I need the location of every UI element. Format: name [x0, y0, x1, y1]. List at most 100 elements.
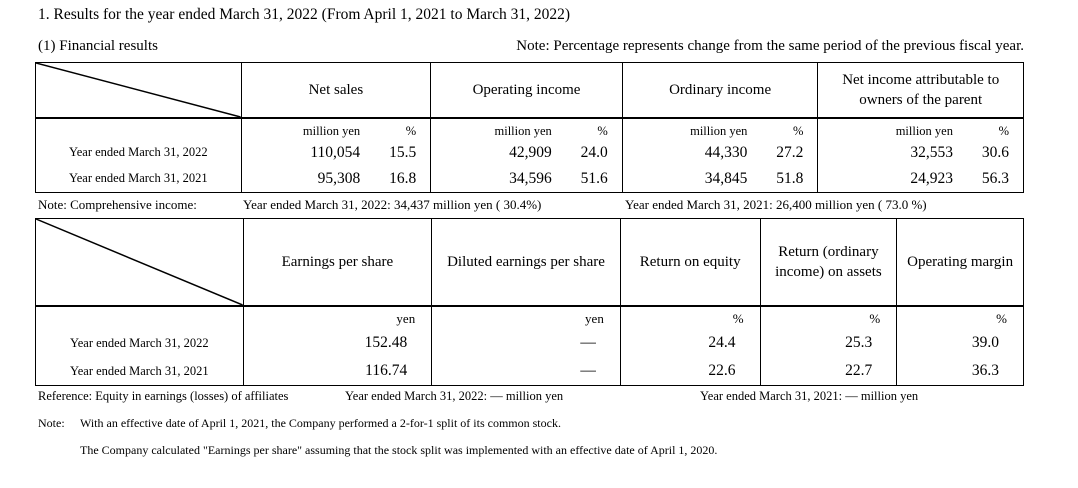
note-line1: With an effective date of April 1, 2021,…	[80, 416, 561, 430]
value-row-fy2021: 95,308 16.8	[242, 166, 431, 192]
table2-col-header-roe: Return on equity	[619, 219, 760, 305]
unit-row: %	[732, 311, 744, 326]
row-label-fy2022: Year ended March 31, 2022	[69, 335, 209, 350]
table1-col-header-net-income: Net income attributable to owners of the…	[817, 63, 1023, 117]
value-row-fy2022: 110,054 15.5	[242, 140, 431, 166]
spacer	[36, 119, 241, 139]
reference-fy2021: Year ended March 31, 2021: — million yen	[700, 389, 919, 403]
reference-label: Reference: Equity in earnings (losses) o…	[38, 389, 289, 403]
unit-row: %	[996, 311, 1008, 326]
unit-row: %	[869, 311, 881, 326]
section-header: (1) Financial results Note: Percentage r…	[35, 38, 1024, 55]
value-amount: 44,330	[704, 144, 748, 161]
comprehensive-income-label: Note: Comprehensive income:	[38, 197, 197, 212]
value-fy2022: 25.3	[845, 334, 873, 351]
diagonal-line	[36, 63, 241, 117]
table1-net-income-column: million yen % 32,553 30.6 24,923 56.3	[817, 119, 1023, 192]
table2-col-header-operating-margin: Operating margin	[896, 219, 1023, 305]
unit-row: yen	[585, 311, 604, 326]
value-percent: 24.0	[580, 144, 608, 161]
table1-diagonal-cell	[36, 63, 241, 117]
per-share-ratios-table: Earnings per share Diluted earnings per …	[35, 218, 1024, 386]
table2-body: Year ended March 31, 2022 Year ended Mar…	[36, 307, 1023, 385]
value-percent: 51.6	[580, 170, 608, 187]
section-note: Note: Percentage represents change from …	[516, 38, 1024, 54]
row-label-fy2021: Year ended March 31, 2021	[69, 363, 209, 378]
value-percent: 56.3	[981, 170, 1009, 187]
value-fy2022: 152.48	[364, 334, 408, 351]
value-percent: 16.8	[389, 170, 417, 187]
comprehensive-income-fy2021: Year ended March 31, 2021: 26,400 millio…	[625, 197, 927, 212]
table2-col-header-roa: Return (ordinary income) on assets	[759, 219, 897, 305]
value-amount: 34,845	[704, 170, 748, 187]
value-percent: 51.8	[776, 170, 804, 187]
value-fy2022: 24.4	[708, 334, 736, 351]
table1-body: Year ended March 31, 2022 Year ended Mar…	[36, 119, 1023, 192]
value-row-fy2021: 34,596 51.6	[431, 166, 622, 192]
value-amount: 34,596	[509, 170, 552, 187]
value-fy2022: 39.0	[971, 334, 1000, 351]
value-amount: 42,909	[509, 144, 552, 161]
table2-header-row: Earnings per share Diluted earnings per …	[36, 219, 1023, 307]
table1-operating-income-column: million yen % 42,909 24.0 34,596 51.6	[430, 119, 622, 192]
value-row-fy2021: 34,845 51.8	[623, 166, 818, 192]
value-amount: 95,308	[317, 170, 361, 187]
financial-results-table: Net sales Operating income Ordinary inco…	[35, 62, 1024, 193]
reference-fy2022: Year ended March 31, 2022: — million yen	[345, 389, 564, 403]
value-fy2022: —	[580, 334, 596, 351]
unit-row: million yen %	[623, 119, 818, 140]
table1-ordinary-income-column: million yen % 44,330 27.2 34,845 51.8	[621, 119, 818, 192]
value-amount: 110,054	[310, 144, 361, 161]
note-line2: The Company calculated "Earnings per sha…	[80, 443, 718, 457]
value-fy2021: 36.3	[971, 362, 1000, 379]
row-label-fy2022: Year ended March 31, 2022	[68, 144, 208, 159]
value-fy2021: —	[580, 362, 596, 379]
value-percent: 15.5	[389, 144, 417, 161]
unit-amount: million yen	[690, 124, 748, 138]
value-amount: 24,923	[910, 170, 953, 187]
table2-roa-column: % 25.3 22.7	[759, 307, 897, 385]
value-percent: 27.2	[776, 144, 804, 161]
unit-percent: %	[792, 124, 804, 138]
unit-row: million yen %	[818, 119, 1023, 140]
table2-row-label-column: Year ended March 31, 2022 Year ended Mar…	[36, 307, 243, 385]
unit-row: million yen %	[431, 119, 622, 140]
table2-col-header-diluted-eps: Diluted earnings per share	[431, 219, 620, 305]
table2-roe-column: % 24.4 22.6	[619, 307, 760, 385]
unit-amount: million yen	[895, 124, 953, 138]
unit-percent: %	[405, 124, 417, 138]
unit-percent: %	[998, 124, 1009, 138]
comprehensive-income-fy2022: Year ended March 31, 2022: 34,437 millio…	[243, 197, 542, 212]
diagonal-line	[36, 219, 243, 305]
spacer	[36, 307, 243, 329]
unit-amount: million yen	[302, 124, 361, 138]
unit-amount: million yen	[494, 124, 552, 138]
table2-operating-margin-column: % 39.0 36.3	[896, 307, 1023, 385]
table1-col-header-ordinary-income: Ordinary income	[621, 63, 818, 117]
value-percent: 30.6	[981, 144, 1009, 161]
value-amount: 32,553	[910, 144, 953, 161]
note-label: Note:	[38, 416, 65, 430]
table2-eps-column: yen 152.48 116.74	[242, 307, 432, 385]
table2-diluted-eps-column: yen — —	[431, 307, 620, 385]
value-row-fy2022: 42,909 24.0	[431, 140, 622, 166]
value-fy2021: 22.6	[708, 362, 736, 379]
table2-col-header-eps: Earnings per share	[242, 219, 432, 305]
table1-col-header-operating-income: Operating income	[430, 63, 622, 117]
unit-percent: %	[597, 124, 608, 138]
table2-diagonal-cell	[36, 219, 243, 305]
value-row-fy2022: 32,553 30.6	[818, 140, 1023, 166]
unit-row: yen	[396, 311, 416, 326]
table1-col-header-net-sales: Net sales	[240, 63, 431, 117]
value-fy2021: 22.7	[845, 362, 873, 379]
value-fy2021: 116.74	[365, 362, 408, 379]
table1-header-row: Net sales Operating income Ordinary inco…	[36, 63, 1023, 119]
table1-row-label-column: Year ended March 31, 2022 Year ended Mar…	[36, 119, 241, 192]
unit-row: million yen %	[242, 119, 431, 140]
row-label-fy2021: Year ended March 31, 2021	[68, 170, 208, 185]
section-label: (1) Financial results	[38, 38, 158, 54]
value-row-fy2021: 24,923 56.3	[818, 166, 1023, 192]
page-title: 1. Results for the year ended March 31, …	[38, 6, 571, 23]
table1-net-sales-column: million yen % 110,054 15.5 95,308 16.8	[240, 119, 431, 192]
